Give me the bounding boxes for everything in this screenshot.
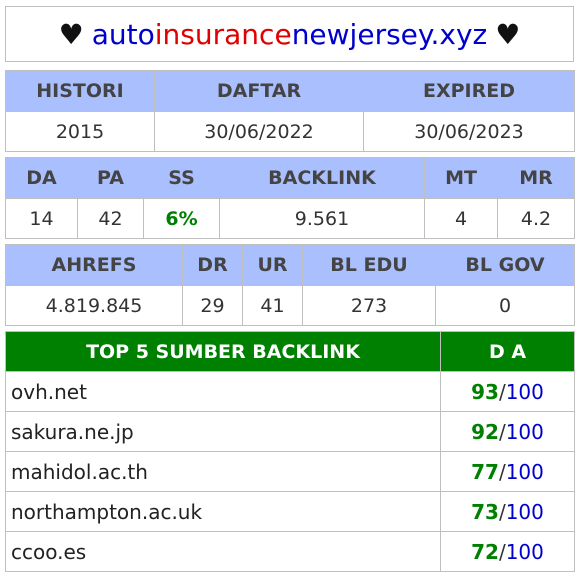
domain-part-auto: auto — [91, 17, 155, 51]
header-backlink: BACKLINK — [219, 157, 425, 199]
header-daftar: DAFTAR — [154, 70, 364, 112]
ahrefs-table: AHREFS DR UR BL EDU BL GOV 4.819.845 29 … — [5, 244, 575, 326]
header-pa: PA — [77, 157, 144, 199]
backlink-da: 77/100 — [440, 451, 575, 492]
domain-part-newjersey: newjersey.xyz — [291, 17, 488, 51]
table-row: ccoo.es 72/100 — [5, 531, 575, 572]
backlink-da: 93/100 — [440, 371, 575, 412]
header-mt: MT — [424, 157, 498, 199]
backlink-site: ovh.net — [5, 371, 441, 412]
domain-history-table: HISTORI DAFTAR EXPIRED 2015 30/06/2022 3… — [5, 70, 575, 152]
header-da: DA — [5, 157, 78, 199]
header-bl-gov: BL GOV — [435, 244, 575, 286]
header-ahrefs: AHREFS — [5, 244, 183, 286]
value-expired: 30/06/2023 — [363, 111, 575, 152]
backlink-da: 72/100 — [440, 531, 575, 572]
backlink-site: mahidol.ac.th — [5, 451, 441, 492]
header-mr: MR — [497, 157, 575, 199]
domain-name-link[interactable]: autoinsurancenewjersey.xyz — [92, 18, 487, 51]
value-bl-gov: 0 — [435, 285, 575, 326]
value-dr: 29 — [182, 285, 243, 326]
table-row: ovh.net 93/100 — [5, 371, 575, 412]
header-top-sources: TOP 5 SUMBER BACKLINK — [5, 331, 441, 372]
backlink-site: sakura.ne.jp — [5, 411, 441, 452]
heart-icon-left: ♥ — [58, 17, 84, 51]
table-row: northampton.ac.uk 73/100 — [5, 491, 575, 532]
value-backlink: 9.561 — [219, 198, 425, 239]
value-ahrefs: 4.819.845 — [5, 285, 183, 326]
domain-title: ♥ autoinsurancenewjersey.xyz ♥ — [5, 6, 574, 62]
value-ss: 6% — [143, 198, 220, 239]
backlink-da: 92/100 — [440, 411, 575, 452]
table-row: mahidol.ac.th 77/100 — [5, 451, 575, 492]
domain-part-insurance: insurance — [154, 17, 292, 51]
header-histori: HISTORI — [5, 70, 155, 112]
header-dr: DR — [182, 244, 243, 286]
backlink-site: ccoo.es — [5, 531, 441, 572]
value-pa: 42 — [77, 198, 144, 239]
value-mr: 4.2 — [497, 198, 575, 239]
value-daftar: 30/06/2022 — [154, 111, 364, 152]
value-ur: 41 — [242, 285, 303, 326]
value-mt: 4 — [424, 198, 498, 239]
value-histori: 2015 — [5, 111, 155, 152]
header-da-score: D A — [440, 331, 575, 372]
backlink-site: northampton.ac.uk — [5, 491, 441, 532]
backlink-da: 73/100 — [440, 491, 575, 532]
value-da: 14 — [5, 198, 78, 239]
header-ss: SS — [143, 157, 220, 199]
table-row: sakura.ne.jp 92/100 — [5, 411, 575, 452]
value-bl-edu: 273 — [302, 285, 436, 326]
top-backlinks-table: TOP 5 SUMBER BACKLINK D A ovh.net 93/100… — [5, 331, 575, 572]
heart-icon-right: ♥ — [495, 17, 521, 51]
header-bl-edu: BL EDU — [302, 244, 436, 286]
header-expired: EXPIRED — [363, 70, 575, 112]
header-ur: UR — [242, 244, 303, 286]
metrics-table: DA PA SS BACKLINK MT MR 14 42 6% 9.561 4… — [5, 157, 575, 239]
